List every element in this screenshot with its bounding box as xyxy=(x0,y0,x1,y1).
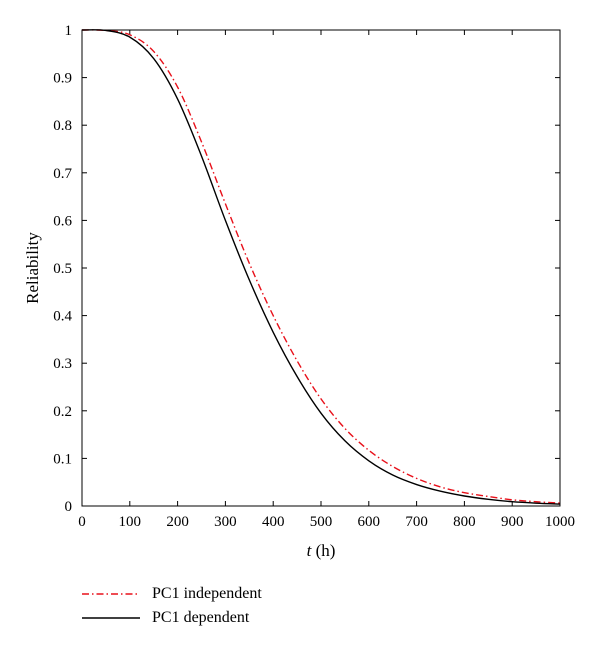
series-line-independent xyxy=(81,29,561,504)
y-tick-label: 0.4 xyxy=(53,309,72,325)
x-tick-label: 700 xyxy=(405,514,428,530)
x-tick-label: 1000 xyxy=(545,514,575,530)
x-tick-label: 200 xyxy=(166,514,189,530)
x-axis-variable: t xyxy=(307,541,313,560)
y-tick-label: 0.9 xyxy=(53,71,72,87)
legend-label-dependent: PC1 dependent xyxy=(152,609,250,626)
legend-item-dependent: PC1 dependent xyxy=(82,606,262,630)
x-axis-label: t (h) xyxy=(307,541,336,560)
y-tick-label: 0.2 xyxy=(53,404,72,420)
reliability-chart: 0 100 200 300 400 500 600 700 800 900 1000 0 0.1 0.2 0… xyxy=(23,23,575,560)
y-tick-label: 0.8 xyxy=(53,118,72,134)
x-tick-label: 300 xyxy=(214,514,237,530)
y-tick-label: 0 xyxy=(65,499,73,515)
y-tick-label: 0.5 xyxy=(53,261,72,277)
y-tick-label: 0.6 xyxy=(53,213,72,229)
x-axis-unit: (h) xyxy=(311,541,335,560)
legend: PC1 independent PC1 dependent xyxy=(82,582,262,630)
x-tick-label: 800 xyxy=(453,514,476,530)
x-tick-label: 600 xyxy=(358,514,381,530)
x-tick-label: 100 xyxy=(119,514,142,530)
y-tick-label: 0.7 xyxy=(53,166,72,182)
legend-label-independent: PC1 independent xyxy=(152,585,262,602)
x-tick-label: 900 xyxy=(501,514,524,530)
axis-ticks: 0 100 200 300 400 500 600 700 800 900 1000 0 0.1 0.2 0… xyxy=(53,23,575,530)
plot-frame xyxy=(81,29,561,507)
x-tick-label: 0 xyxy=(78,514,86,530)
y-tick-label: 1 xyxy=(65,23,73,39)
x-tick-label: 400 xyxy=(262,514,285,530)
series-line-dependent xyxy=(81,29,561,505)
series-layer xyxy=(81,29,561,505)
y-axis-label: Reliability xyxy=(23,232,42,304)
legend-swatch-independent xyxy=(82,593,140,595)
y-tick-label: 0.3 xyxy=(53,356,72,372)
legend-swatch-dependent xyxy=(82,617,140,619)
x-tick-label: 500 xyxy=(310,514,333,530)
legend-item-independent: PC1 independent xyxy=(82,582,262,606)
y-tick-label: 0.1 xyxy=(53,451,72,467)
